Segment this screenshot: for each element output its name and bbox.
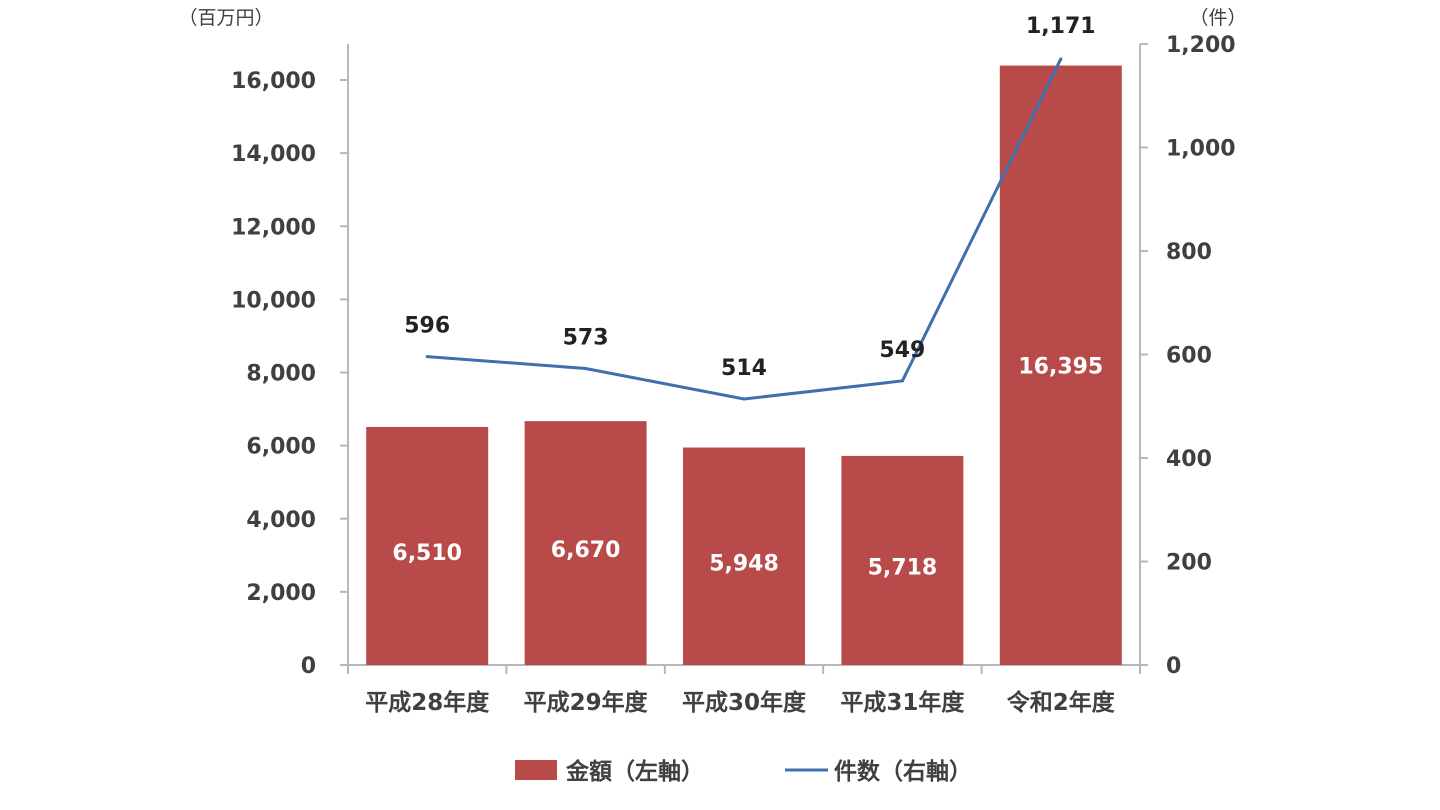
right-axis-unit: （件） [1189,7,1246,29]
x-tick-label: 平成31年度 [840,689,965,716]
x-tick-label: 平成30年度 [682,689,807,716]
left-tick-label: 12,000 [231,215,316,240]
legend-bar-swatch [515,760,557,780]
legend-bar-label: 金額（左軸） [565,758,704,785]
line-path [427,58,1063,401]
bar-data-label: 6,670 [551,538,621,563]
line-point [584,366,588,370]
bar [841,455,964,665]
bars [366,65,1122,666]
right-tick-label: 800 [1166,240,1212,265]
right-tick-label: 600 [1166,344,1212,369]
left-tick-label: 14,000 [231,142,316,167]
right-tick-label: 200 [1166,551,1212,576]
x-tick-label: 平成28年度 [365,689,490,716]
left-tick-label: 8,000 [246,362,316,387]
left-tick-label: 0 [301,654,316,679]
left-tick-label: 16,000 [231,69,316,94]
right-tick-label: 1,000 [1166,137,1236,162]
line-series [425,57,1063,401]
line-point [425,355,429,359]
right-tick-label: 400 [1166,447,1212,472]
left-tick-label: 10,000 [231,288,316,313]
bar [366,426,489,665]
line-data-label: 514 [721,356,767,381]
axes: 0 2,000 4,000 6,000 8,000 10,000 12,000 14,000 1… [178,7,1246,716]
legend: 金額（左軸） 件数（右軸） [515,758,972,785]
left-axis-unit: （百万円） [178,7,273,29]
line-data-label: 1,171 [1026,14,1096,39]
line-point [900,379,904,383]
bar-data-label: 5,948 [709,551,779,576]
left-tick-label: 4,000 [246,508,316,533]
right-tick-label: 0 [1166,654,1181,679]
data-labels: 6,510 6,670 5,948 5,718 16,395 596 573 514 549 1,… [392,14,1103,580]
x-tick-label: 平成29年度 [524,689,649,716]
legend-line-label: 件数（右軸） [834,758,972,785]
bar [524,421,647,665]
bar-data-label: 6,510 [392,541,462,566]
x-tick-label: 令和2年度 [1007,689,1116,716]
line-data-label: 573 [563,325,609,350]
bar-data-label: 16,395 [1018,355,1103,380]
left-tick-label: 2,000 [246,581,316,606]
left-tick-label: 6,000 [246,435,316,460]
right-tick-label: 1,200 [1166,33,1236,58]
line-point [742,397,746,401]
line-data-label: 549 [879,338,925,363]
bar [999,65,1122,666]
bar-data-label: 5,718 [868,555,938,580]
line-point [1059,57,1063,61]
line-data-label: 596 [404,314,450,339]
bar [683,447,805,665]
